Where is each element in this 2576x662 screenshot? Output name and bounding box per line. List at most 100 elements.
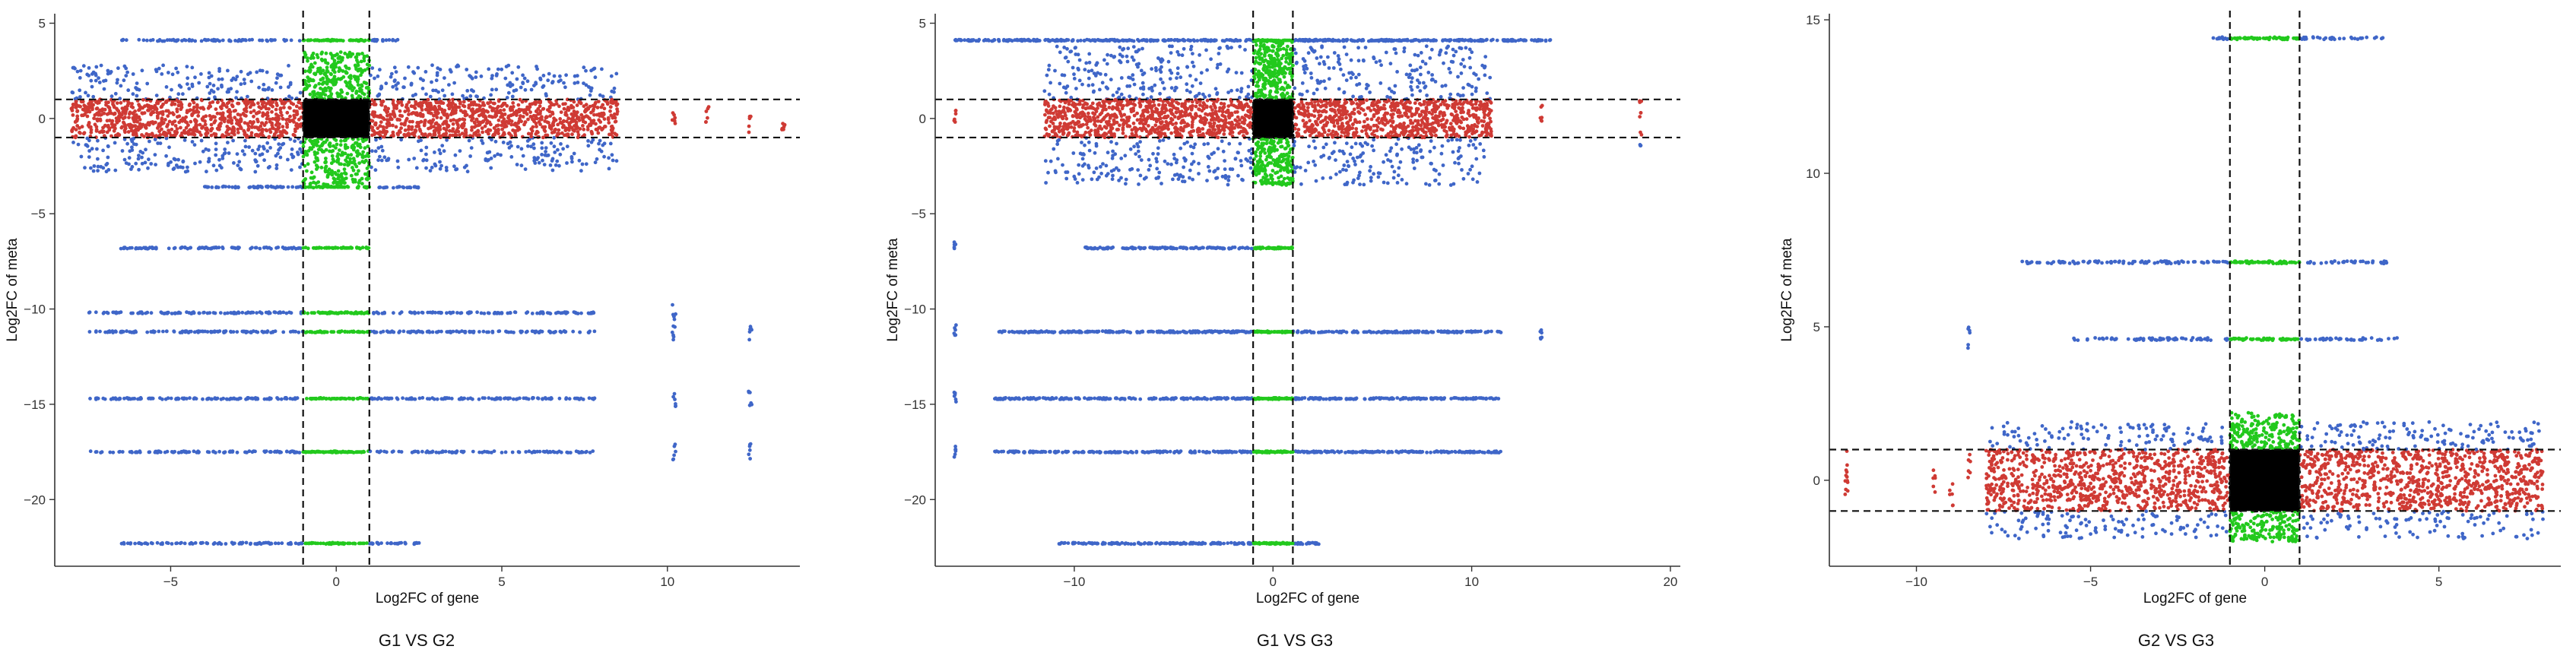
point bbox=[406, 127, 411, 131]
point bbox=[522, 396, 526, 401]
point bbox=[244, 311, 248, 315]
point bbox=[493, 154, 496, 158]
point bbox=[243, 144, 248, 149]
point bbox=[474, 103, 478, 107]
point bbox=[255, 70, 259, 74]
point bbox=[538, 449, 542, 454]
point bbox=[585, 449, 588, 454]
point bbox=[306, 149, 311, 153]
point bbox=[370, 149, 374, 154]
point bbox=[106, 125, 110, 129]
point bbox=[558, 329, 563, 334]
point bbox=[246, 94, 249, 99]
point bbox=[199, 72, 203, 76]
point bbox=[228, 449, 233, 454]
point bbox=[379, 541, 383, 545]
point bbox=[133, 131, 138, 136]
point bbox=[341, 450, 345, 454]
point bbox=[289, 168, 293, 173]
point bbox=[293, 133, 297, 138]
point bbox=[494, 74, 499, 78]
point bbox=[303, 450, 308, 454]
point bbox=[355, 330, 360, 334]
point bbox=[257, 85, 261, 90]
point bbox=[575, 103, 579, 107]
point bbox=[357, 89, 362, 93]
point bbox=[94, 78, 98, 83]
point bbox=[332, 77, 336, 81]
point bbox=[265, 116, 269, 121]
point bbox=[164, 100, 169, 104]
point bbox=[378, 68, 382, 72]
point bbox=[407, 112, 411, 116]
point bbox=[439, 135, 443, 140]
point bbox=[174, 39, 179, 43]
point bbox=[318, 144, 322, 149]
point bbox=[265, 185, 270, 189]
point bbox=[172, 133, 176, 138]
point bbox=[397, 185, 401, 189]
point bbox=[546, 108, 550, 112]
point bbox=[438, 151, 443, 156]
point bbox=[458, 133, 462, 138]
point bbox=[200, 126, 204, 130]
point bbox=[550, 81, 554, 85]
point bbox=[706, 116, 709, 120]
point bbox=[417, 396, 422, 401]
point bbox=[509, 144, 513, 148]
point bbox=[230, 185, 234, 189]
point bbox=[316, 151, 319, 155]
point bbox=[492, 397, 496, 401]
point bbox=[106, 68, 110, 73]
point bbox=[170, 127, 174, 131]
point bbox=[189, 312, 193, 315]
point bbox=[336, 157, 341, 161]
point bbox=[451, 97, 455, 102]
point bbox=[249, 134, 253, 138]
point bbox=[416, 311, 420, 315]
point bbox=[352, 541, 357, 546]
point bbox=[319, 71, 323, 75]
point bbox=[112, 128, 116, 133]
point bbox=[487, 330, 490, 334]
point bbox=[541, 135, 545, 140]
point bbox=[532, 119, 536, 124]
point bbox=[430, 80, 433, 84]
point bbox=[364, 138, 369, 142]
point bbox=[585, 106, 589, 111]
point bbox=[453, 153, 458, 157]
point bbox=[572, 310, 576, 314]
point bbox=[106, 155, 110, 160]
point bbox=[164, 136, 169, 141]
point bbox=[90, 107, 94, 112]
point bbox=[265, 141, 270, 145]
point bbox=[357, 87, 362, 90]
point bbox=[531, 125, 535, 129]
point bbox=[214, 38, 217, 43]
point bbox=[448, 128, 452, 133]
point bbox=[444, 166, 449, 169]
point bbox=[314, 163, 319, 168]
point bbox=[385, 119, 390, 122]
point bbox=[424, 158, 429, 163]
point bbox=[500, 67, 504, 71]
point bbox=[185, 110, 189, 115]
point bbox=[319, 311, 323, 315]
point bbox=[259, 185, 264, 189]
point bbox=[101, 148, 106, 153]
point bbox=[89, 78, 94, 83]
point bbox=[284, 311, 289, 315]
point bbox=[179, 540, 183, 545]
point bbox=[239, 39, 243, 43]
point bbox=[249, 125, 254, 129]
point bbox=[387, 397, 391, 401]
point bbox=[418, 129, 423, 133]
point bbox=[258, 153, 262, 157]
point bbox=[76, 142, 81, 147]
point bbox=[506, 90, 511, 95]
point bbox=[540, 141, 544, 145]
point bbox=[437, 106, 442, 110]
point bbox=[351, 88, 354, 93]
point bbox=[255, 330, 260, 334]
point bbox=[103, 330, 108, 334]
